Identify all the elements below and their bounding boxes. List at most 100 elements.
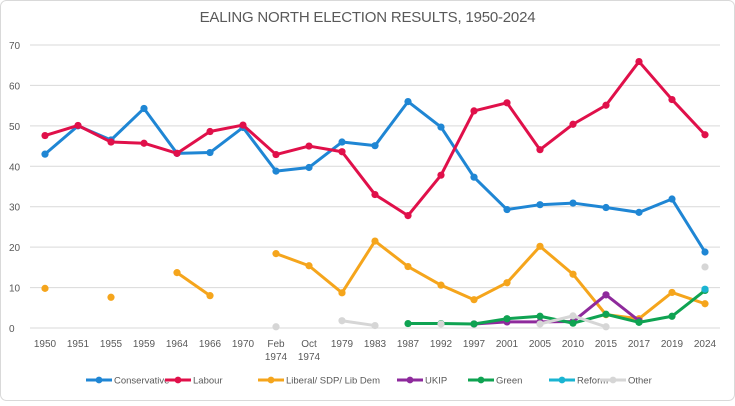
data-point	[701, 248, 709, 256]
series-ukip	[470, 291, 643, 328]
x-tick-label: Oct 1974	[298, 339, 321, 363]
data-point	[338, 138, 346, 146]
x-tick-label: 1983	[364, 339, 387, 350]
data-point	[635, 318, 643, 326]
legend-item: Green	[468, 376, 522, 387]
x-tick-label: 1970	[232, 339, 255, 350]
series-line	[275, 239, 706, 321]
data-point	[602, 310, 610, 318]
legend-label: Green	[496, 376, 522, 387]
legend-item: UKIP	[397, 376, 447, 387]
data-point	[404, 98, 412, 106]
data-point	[272, 323, 280, 331]
y-tick-label: 10	[9, 284, 21, 295]
x-tick-label: 1950	[34, 339, 57, 350]
data-point	[569, 120, 577, 128]
data-point	[701, 131, 709, 139]
data-point	[305, 262, 313, 270]
x-tick-label: 2015	[595, 339, 618, 350]
y-tick-label: 20	[9, 243, 21, 254]
legend-label: Liberal/ SDP/ Lib Dem	[286, 376, 380, 387]
data-point	[536, 320, 544, 328]
series-labour	[41, 57, 709, 220]
data-point	[41, 150, 49, 158]
x-tick-label: 1992	[430, 339, 453, 350]
legend-label: Conservative	[114, 376, 169, 387]
legend-marker	[406, 376, 414, 384]
legend-label: Reform	[577, 376, 608, 387]
legend-marker	[95, 376, 103, 384]
data-point	[107, 138, 115, 146]
data-point	[503, 205, 511, 214]
data-point	[74, 121, 82, 130]
data-point	[536, 242, 544, 250]
legend-item: Conservative	[86, 376, 169, 387]
series-reform	[701, 285, 709, 293]
data-point	[371, 142, 379, 150]
x-tick-label: 1979	[331, 339, 354, 350]
data-point	[503, 279, 511, 287]
x-tick-label: 2010	[562, 339, 585, 350]
data-point	[503, 99, 511, 107]
data-point	[701, 263, 709, 271]
x-tick-label: 1987	[397, 339, 420, 350]
data-point	[305, 163, 313, 172]
y-tick-label: 30	[9, 203, 21, 214]
x-tick-label: 1951	[67, 339, 90, 350]
data-point	[272, 150, 280, 159]
data-point	[569, 199, 577, 207]
data-point	[41, 284, 49, 292]
data-point	[536, 312, 544, 320]
series-conservative	[41, 98, 709, 256]
chart-title: EALING NORTH ELECTION RESULTS, 1950-2024	[199, 9, 536, 26]
data-point	[470, 296, 478, 304]
data-point	[173, 269, 181, 277]
data-point	[668, 195, 676, 203]
y-tick-label: 0	[9, 324, 15, 335]
data-point	[371, 190, 379, 199]
data-point	[602, 323, 610, 331]
y-tick-label: 40	[9, 162, 21, 173]
legend-marker	[477, 376, 485, 384]
series-liberal-sdp-lib-dem	[41, 237, 709, 323]
data-point	[701, 300, 709, 308]
legend-item: Reform	[549, 376, 608, 387]
data-point	[338, 148, 346, 156]
data-point	[371, 237, 379, 245]
data-point	[206, 292, 214, 300]
data-point	[140, 104, 148, 113]
series-line	[341, 319, 376, 328]
x-tick-label: 1966	[199, 339, 222, 350]
y-tick-label: 60	[9, 81, 21, 92]
data-point	[41, 131, 49, 140]
data-point	[536, 201, 544, 209]
legend-marker	[267, 376, 275, 384]
data-point	[371, 321, 379, 330]
data-point	[107, 293, 115, 301]
data-point	[206, 127, 214, 136]
x-tick-label: 2017	[628, 339, 651, 350]
y-tick-label: 70	[9, 41, 21, 52]
data-point	[470, 320, 478, 328]
legend-marker	[558, 376, 566, 384]
data-point	[437, 171, 445, 179]
data-point	[404, 262, 412, 271]
data-point	[701, 285, 709, 293]
x-tick-label: 2024	[694, 339, 717, 350]
legend-item: Liberal/ SDP/ Lib Dem	[258, 376, 380, 387]
data-point	[569, 319, 577, 327]
data-point	[305, 142, 313, 150]
x-tick-label: 2005	[529, 339, 552, 350]
data-point	[602, 203, 610, 212]
data-point	[437, 320, 445, 328]
x-tick-label: 2001	[496, 339, 519, 350]
x-tick-label: 1997	[463, 339, 486, 350]
data-point	[140, 139, 148, 147]
x-tick-label: 1955	[100, 339, 123, 350]
legend-item: Labour	[165, 376, 223, 387]
data-point	[173, 149, 181, 157]
x-tick-label: 1964	[166, 339, 189, 350]
y-tick-label: 50	[9, 122, 21, 133]
